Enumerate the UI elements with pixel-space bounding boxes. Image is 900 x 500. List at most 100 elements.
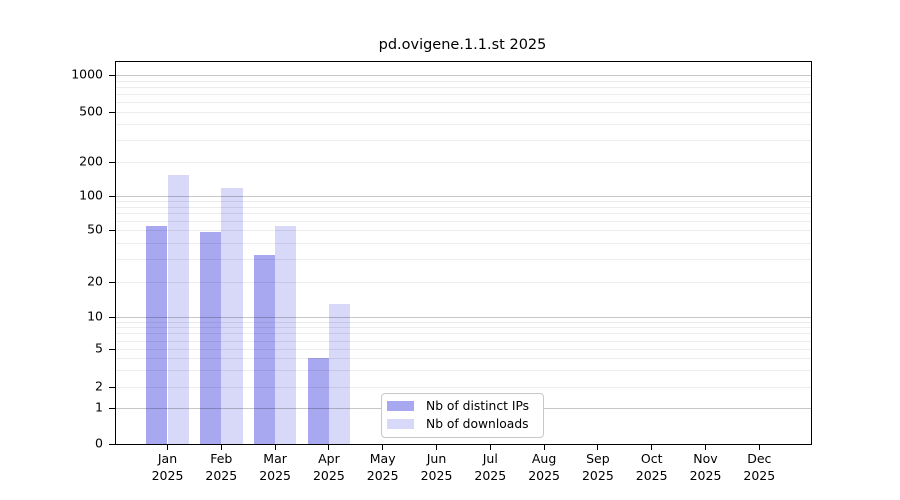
gridline-minor-6 bbox=[116, 340, 811, 342]
x-tick-label-11: Dec 2025 bbox=[724, 451, 794, 484]
gridline-minor-7 bbox=[116, 333, 811, 335]
ticks-layer bbox=[109, 62, 811, 450]
x-tick-4 bbox=[382, 444, 384, 450]
gridline-minor-500 bbox=[116, 112, 811, 113]
gridline-minor-3 bbox=[116, 370, 811, 372]
gridline-minor-80 bbox=[116, 206, 811, 208]
gridline-major-100 bbox=[116, 196, 811, 197]
year-label: 2025 bbox=[205, 467, 238, 483]
legend-item-distinct-ips: Nb of distinct IPs bbox=[387, 399, 543, 413]
y-tick-5 bbox=[109, 348, 115, 350]
x-tick-label-3: Apr 2025 bbox=[294, 451, 364, 484]
chart-title: pd.ovigene.1.1.st 2025 bbox=[378, 37, 547, 53]
x-tick-11 bbox=[758, 444, 760, 450]
x-tick-label-5: Jun 2025 bbox=[402, 451, 472, 484]
gridline-minor-700 bbox=[116, 94, 811, 96]
x-tick-label-0: Jan 2025 bbox=[133, 451, 203, 484]
year-label: 2025 bbox=[312, 467, 345, 483]
y-tick-20 bbox=[109, 281, 115, 283]
y-tick-label-2: 2 bbox=[95, 378, 103, 394]
month-label: Jan bbox=[157, 451, 178, 466]
x-tick-label-1: Feb 2025 bbox=[186, 451, 256, 484]
x-tick-label-2: Mar 2025 bbox=[240, 451, 310, 484]
bar-ips-jan bbox=[146, 226, 168, 444]
y-tick-500 bbox=[109, 111, 115, 113]
y-tick-label-500: 500 bbox=[79, 103, 103, 119]
gridline-minor-90 bbox=[116, 201, 811, 203]
x-tick-label-7: Aug 2025 bbox=[509, 451, 579, 484]
month-label: Dec bbox=[747, 451, 772, 466]
gridline-major-10 bbox=[116, 317, 811, 318]
gridline-minor-60 bbox=[116, 221, 811, 223]
month-label: Sep bbox=[586, 451, 610, 466]
legend-swatch-distinct-ips bbox=[387, 401, 414, 411]
gridline-minor-8 bbox=[116, 327, 811, 329]
month-label: Jun bbox=[426, 451, 447, 466]
month-label: Oct bbox=[640, 451, 663, 466]
year-label: 2025 bbox=[635, 467, 668, 483]
x-tick-1 bbox=[220, 444, 222, 450]
x-tick-5 bbox=[435, 444, 438, 450]
year-label: 2025 bbox=[366, 467, 399, 483]
month-label: Apr bbox=[318, 451, 340, 466]
year-label: 2025 bbox=[420, 467, 453, 483]
bar-downloads-mar bbox=[275, 226, 297, 444]
x-tick-label-8: Sep 2025 bbox=[563, 451, 633, 484]
month-label: Aug bbox=[531, 451, 557, 466]
bar-ips-mar bbox=[253, 255, 276, 444]
y-tick-label-0: 0 bbox=[95, 435, 103, 451]
month-label: May bbox=[369, 451, 396, 466]
gridline-minor-300 bbox=[116, 139, 811, 141]
y-tick-1000 bbox=[109, 74, 115, 76]
year-label: 2025 bbox=[151, 467, 184, 483]
x-tick-label-6: Jul 2025 bbox=[455, 451, 525, 484]
y-tick-label-20: 20 bbox=[87, 273, 103, 289]
y-tick-2 bbox=[109, 386, 115, 388]
gridline-minor-900 bbox=[116, 80, 811, 82]
bar-downloads-apr bbox=[328, 303, 351, 444]
x-tick-3 bbox=[328, 444, 330, 450]
gridline-minor-600 bbox=[116, 102, 811, 104]
y-tick-label-100: 100 bbox=[79, 187, 103, 203]
y-tick-0 bbox=[109, 443, 115, 445]
month-label: Nov bbox=[693, 451, 718, 466]
bar-ips-feb bbox=[199, 232, 222, 444]
x-tick-label-10: Nov 2025 bbox=[671, 451, 741, 484]
gridline-minor-4 bbox=[116, 358, 811, 360]
gridline-major-1000 bbox=[116, 75, 811, 76]
x-tick-6 bbox=[489, 444, 491, 450]
gridline-minor-20 bbox=[116, 282, 811, 283]
gridline-minor-5 bbox=[116, 349, 811, 350]
bar-downloads-feb bbox=[221, 187, 243, 444]
gridline-minor-800 bbox=[116, 86, 811, 88]
year-label: 2025 bbox=[528, 467, 560, 483]
y-tick-label-1: 1 bbox=[95, 399, 103, 415]
year-label: 2025 bbox=[743, 467, 776, 483]
x-tick-label-9: Oct 2025 bbox=[617, 451, 687, 484]
y-tick-100 bbox=[109, 195, 115, 197]
x-axis-labels: Jan 2025 Feb 2025 Mar 2025 Apr 2025 May 2025 Jun 20… bbox=[116, 62, 811, 483]
gridline-minor-9 bbox=[116, 321, 811, 323]
bars-layer bbox=[116, 62, 811, 444]
y-tick-10 bbox=[109, 316, 115, 318]
x-tick-0 bbox=[166, 444, 169, 450]
month-label: Feb bbox=[210, 451, 233, 466]
x-tick-label-4: May 2025 bbox=[348, 451, 418, 484]
y-tick-label-50: 50 bbox=[87, 221, 103, 237]
y-tick-label-10: 10 bbox=[87, 308, 103, 324]
year-label: 2025 bbox=[474, 467, 507, 483]
legend-label-downloads: Nb of downloads bbox=[426, 417, 529, 431]
y-tick-label-1000: 1000 bbox=[71, 66, 103, 82]
legend-swatch-downloads bbox=[387, 419, 414, 429]
gridline-minor-70 bbox=[116, 213, 811, 215]
year-label: 2025 bbox=[689, 467, 722, 483]
x-tick-7 bbox=[543, 444, 545, 450]
gridline-minor-40 bbox=[116, 242, 811, 244]
legend-label-distinct-ips: Nb of distinct IPs bbox=[426, 399, 530, 413]
gridline-minor-30 bbox=[116, 258, 811, 260]
x-tick-10 bbox=[704, 444, 707, 450]
y-tick-200 bbox=[109, 161, 115, 163]
bar-downloads-jan bbox=[167, 174, 189, 444]
y-axis-labels: 0 1 2 5 10 20 50 100 200 500 1000 bbox=[0, 61, 115, 451]
